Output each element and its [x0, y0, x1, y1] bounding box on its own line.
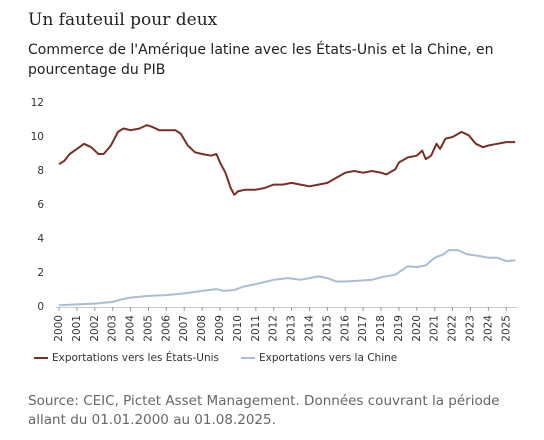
x-tick-label: 2001 — [71, 315, 83, 342]
data-line — [58, 124, 516, 196]
legend-label: Exportations vers la Chine — [259, 352, 397, 364]
x-tick-label: 2000 — [53, 315, 65, 342]
x-tick-label: 2017 — [357, 315, 369, 342]
x-tick-label: 2010 — [232, 315, 244, 342]
y-tick-label: 4 — [37, 233, 44, 245]
x-tick-label: 2018 — [375, 315, 387, 342]
x-tick-label: 2009 — [214, 315, 226, 342]
x-tick-label: 2011 — [250, 315, 262, 342]
x-tick-label: 2012 — [268, 315, 280, 342]
x-tick-label: 2025 — [500, 315, 512, 342]
x-tick-label: 2016 — [339, 315, 351, 342]
x-tick-label: 2004 — [125, 315, 137, 342]
x-tick-label: 2023 — [464, 315, 476, 342]
x-tick-label: 2021 — [429, 315, 441, 342]
x-tick-label: 2013 — [286, 315, 298, 342]
x-tick-label: 2005 — [142, 315, 154, 342]
chart: 0 2 4 6 8 10 12 2000 2001 2002 2003 2004 2005 2006 200… — [31, 97, 517, 364]
x-tick-label: 2006 — [160, 315, 172, 342]
source-note: Source: CEIC, Pictet Asset Management. D… — [28, 393, 500, 428]
y-tick-label: 6 — [37, 199, 44, 211]
x-tick-label: 2003 — [107, 315, 119, 342]
x-tick-label: 2002 — [89, 315, 101, 342]
x-tick-label: 2015 — [321, 315, 333, 342]
x-tick-label: 2024 — [482, 315, 494, 342]
data-line — [58, 249, 516, 307]
y-tick-label: 8 — [37, 165, 44, 177]
y-tick-label: 12 — [31, 97, 44, 109]
x-tick-label: 2022 — [447, 315, 459, 342]
x-tick-label: 2020 — [411, 315, 423, 342]
chart-subtitle: Commerce de l'Amérique latine avec les É… — [28, 42, 494, 78]
y-tick-label: 0 — [37, 301, 44, 313]
y-tick-label: 2 — [37, 267, 44, 279]
x-tick-label: 2007 — [178, 315, 190, 342]
chart-title: Un fauteuil pour deux — [28, 10, 218, 30]
legend-label: Exportations vers les États-Unis — [52, 351, 219, 364]
x-tick-label: 2014 — [303, 315, 315, 342]
x-tick-label: 2008 — [196, 315, 208, 342]
x-tick-label: 2019 — [393, 315, 405, 342]
y-tick-label: 10 — [31, 131, 44, 143]
